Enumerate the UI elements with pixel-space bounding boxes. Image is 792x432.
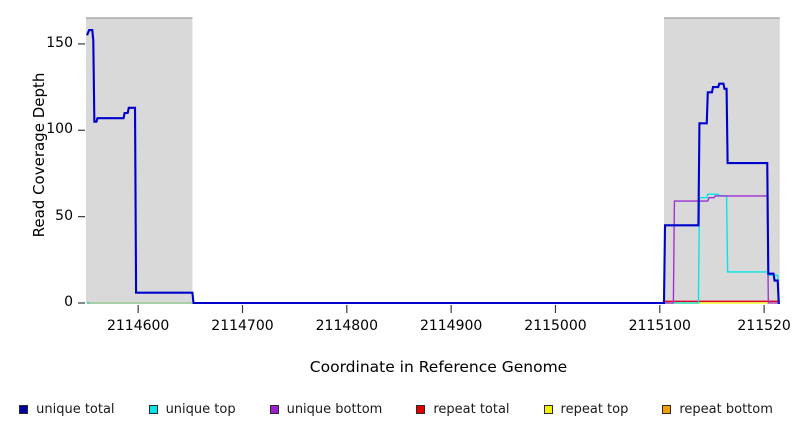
legend-swatch-icon xyxy=(416,404,426,414)
legend-entry-repeat-total: repeat total xyxy=(416,401,510,417)
legend-entry-unique-total: unique total xyxy=(19,401,115,417)
x-tick-label-5: 2115100 xyxy=(628,318,691,334)
shaded-region-0 xyxy=(86,18,193,303)
legend-swatch-icon xyxy=(148,404,158,414)
legend-label: repeat bottom xyxy=(679,401,773,417)
y-tick-label-2: 100 xyxy=(46,121,73,138)
legend-swatch-icon xyxy=(662,404,672,414)
y-tick-label-0: 0 xyxy=(64,294,73,310)
y-tick-label-1: 50 xyxy=(55,207,73,224)
legend-label: unique top xyxy=(165,401,236,417)
legend-label: repeat top xyxy=(560,401,629,417)
chart-legend: unique total unique top unique bottom repea… xyxy=(0,398,792,420)
shaded-region-1 xyxy=(663,18,780,303)
legend-swatch-icon xyxy=(543,404,553,414)
x-tick-label-2: 2114800 xyxy=(315,318,378,334)
x-axis-title: Coordinate in Reference Genome xyxy=(309,358,568,376)
legend-swatch-icon xyxy=(269,404,279,414)
y-tick-label-3: 150 xyxy=(46,34,73,51)
x-tick-label-3: 2114900 xyxy=(419,318,483,334)
series-line-unique-total xyxy=(86,29,780,305)
x-tick-label-0: 2114600 xyxy=(106,318,170,334)
x-tick-label-4: 2115000 xyxy=(524,318,587,334)
legend-label: repeat total xyxy=(433,401,510,417)
legend-label: unique bottom xyxy=(286,401,383,417)
x-tick-label-6: 211520 xyxy=(737,318,791,334)
legend-entry-repeat-bottom: repeat bottom xyxy=(662,402,773,417)
legend-swatch-icon xyxy=(19,404,29,414)
legend-entry-unique-top: unique top xyxy=(148,401,236,417)
legend-entry-unique-bottom: unique bottom xyxy=(269,401,383,417)
legend-label: unique total xyxy=(36,401,115,417)
legend-entry-repeat-top: repeat top xyxy=(543,401,629,417)
x-tick-label-1: 2114700 xyxy=(211,318,274,334)
